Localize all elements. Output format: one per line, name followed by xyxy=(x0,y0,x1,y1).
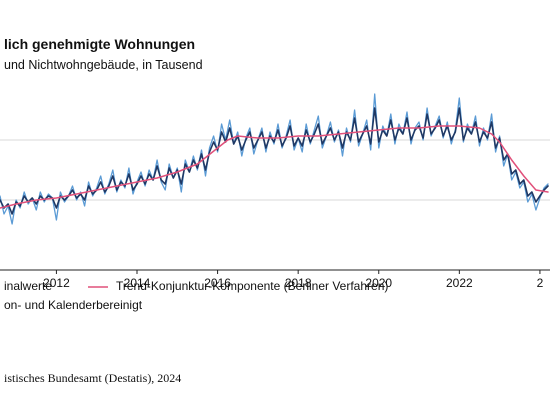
data-series xyxy=(0,93,549,225)
chart-title: lich genehmigte Wohnungen xyxy=(4,36,196,52)
series-line-original xyxy=(0,93,549,225)
legend-original-label: inalwerte xyxy=(4,279,53,293)
x-tick-label-3: 2018 xyxy=(285,276,312,290)
x-tick-label-5: 2022 xyxy=(446,276,473,290)
chart-subtitle: und Nichtwohngebäude, in Tausend xyxy=(4,58,203,72)
x-tick-label-0: 2012 xyxy=(43,276,70,290)
x-axis: 2012 2014 2016 2018 2020 2022 2 xyxy=(0,269,550,290)
x-tick-label-4: 2020 xyxy=(365,276,392,290)
legend-adjusted-label: on- und Kalenderbereinigt xyxy=(4,298,143,312)
gridlines xyxy=(0,139,550,201)
series-line-trend xyxy=(0,125,549,209)
source-note: istisches Bundesamt (Destatis), 2024 xyxy=(4,371,182,385)
x-tick-label-1: 2014 xyxy=(124,276,151,290)
x-tick-label-6: 2 xyxy=(537,276,544,290)
x-tick-label-2: 2016 xyxy=(204,276,231,290)
legend-trend-label: Trend-Konjunktur-Komponente (Berliner Ve… xyxy=(116,279,389,293)
